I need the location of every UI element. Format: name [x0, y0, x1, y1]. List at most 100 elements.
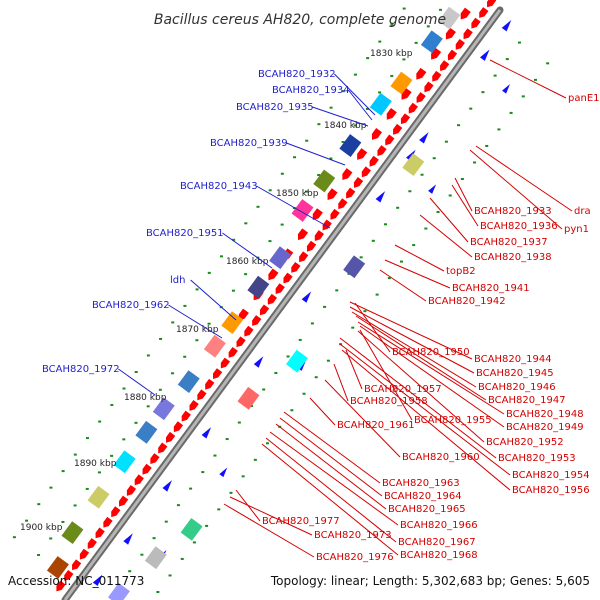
tick-dot — [383, 223, 387, 226]
reverse-gene-arrow — [162, 480, 172, 492]
forward-gene-arrow — [166, 431, 176, 443]
tick-dot — [146, 354, 150, 357]
forward-gene-arrow — [283, 272, 293, 284]
gene-label-right: BCAH820_1965 — [388, 504, 466, 515]
tick-dot — [73, 504, 77, 507]
tick-dot — [378, 91, 382, 94]
forward-gene-arrow — [299, 251, 309, 263]
forward-gene-arrow — [369, 155, 379, 167]
gene-label-right: BCAH820_1973 — [314, 530, 392, 541]
tick-dot — [231, 289, 235, 292]
forward-gene-arrow — [416, 67, 427, 80]
tick-dot — [183, 355, 187, 358]
tick-dot — [323, 305, 327, 308]
forward-gene-arrow — [119, 495, 129, 507]
forward-gene-arrow — [463, 28, 473, 40]
tick-dot — [262, 388, 266, 391]
tick-dot — [298, 338, 302, 341]
tick-dot — [213, 454, 217, 457]
forward-gene-arrow — [306, 240, 317, 252]
forward-gene-arrow — [447, 49, 458, 61]
kbp-scale-labels: 1830 kbp 1840 kbp 1850 kbp 1860 kbp 1870 kbp… — [20, 49, 413, 533]
tick-dot — [351, 326, 355, 329]
reverse-gene-arrow — [253, 356, 264, 368]
tick-dot — [375, 293, 379, 296]
tick-dot — [146, 405, 150, 408]
forward-gene-arrow — [158, 442, 168, 454]
gene-feature-block — [390, 71, 413, 95]
gene-label-right: BCAH820_1966 — [400, 520, 478, 531]
forward-gene-arrow — [377, 145, 387, 156]
gene-label-right: BCAH820_1956 — [512, 485, 590, 496]
gene-feature-block — [247, 275, 270, 299]
tick-dot — [268, 240, 272, 243]
forward-gene-arrow — [386, 107, 397, 120]
reverse-gene-arrow — [92, 574, 103, 587]
gene-feature-block — [402, 153, 425, 177]
tick-dot — [110, 404, 114, 407]
forward-gene-arrow — [103, 516, 113, 528]
tick-dot — [217, 508, 221, 511]
leader-line-left — [118, 368, 156, 396]
gene-label-right: BCAH820_1937 — [470, 237, 548, 248]
gene-label-right: BCAH820_1963 — [382, 478, 460, 489]
tick-dot — [378, 40, 382, 43]
forward-gene-arrow — [220, 357, 231, 369]
tick-dot — [290, 409, 294, 412]
forward-gene-arrow — [346, 187, 356, 199]
gene-label-left: BCAH820_1935 — [236, 102, 314, 113]
leader-line-left — [312, 106, 369, 127]
forward-gene-arrow — [342, 168, 353, 180]
kbp-label: 1860 kbp — [226, 257, 269, 267]
gene-label-right: BCAH820_1960 — [402, 452, 480, 463]
genome-backbone-highlight — [63, 9, 502, 600]
kbp-label: 1900 kbp — [20, 523, 63, 533]
leader-line-right — [489, 59, 567, 99]
tick-dot — [207, 271, 211, 274]
forward-gene-arrow — [134, 474, 144, 486]
forward-gene-arrow — [173, 421, 184, 433]
forward-gene-arrow — [95, 527, 105, 539]
forward-gene-arrow — [236, 336, 246, 348]
leader-line-left — [348, 89, 373, 121]
forward-gene-arrow — [361, 166, 371, 178]
tick-dot — [256, 205, 260, 208]
gene-feature-block — [420, 30, 443, 54]
gene-label-right: BCAH820_1947 — [488, 395, 566, 406]
gene-label-right: BCAH820_1967 — [398, 537, 476, 548]
gene-label-right: BCAH820_1957 — [364, 384, 442, 395]
tick-dot — [37, 553, 41, 556]
tick-dot — [387, 277, 391, 280]
leader-line-right — [359, 329, 413, 421]
forward-gene-arrow — [259, 304, 270, 316]
reverse-gene-arrow — [502, 84, 511, 94]
gene-label-right: dra — [574, 206, 591, 217]
tick-dot — [49, 486, 53, 489]
gene-feature-block — [343, 255, 366, 279]
forward-gene-arrow — [327, 188, 338, 201]
tick-dot — [485, 144, 489, 147]
gene-label-right: BCAH820_1942 — [428, 296, 506, 307]
map-background-layer — [12, 0, 550, 600]
gene-feature-block — [369, 92, 392, 116]
reverse-gene-arrow — [479, 49, 490, 61]
reverse-gene-arrow — [301, 291, 312, 303]
tick-dot — [152, 537, 156, 540]
tick-dot — [159, 337, 163, 340]
tick-dot — [176, 504, 180, 507]
leader-line-right — [355, 315, 487, 401]
tick-dot — [505, 58, 509, 61]
right-gene-labels: panE1 dra BCAH820_1933 pyn1 BCAH820_1936 BCAH… — [223, 59, 600, 563]
tick-dot — [171, 372, 175, 375]
gene-label-left: BCAH820_1962 — [92, 300, 170, 311]
tick-dot — [201, 471, 205, 474]
gene-label-right: BCAH820_1950 — [392, 347, 470, 358]
tick-dot — [533, 78, 537, 81]
forward-gene-arrow — [424, 81, 434, 93]
tick-dot — [497, 128, 501, 131]
forward-gene-arrow — [126, 485, 137, 496]
gene-feature-block — [438, 6, 461, 30]
tick-dot — [253, 458, 257, 461]
leader-line-right — [339, 337, 497, 459]
tick-dot — [365, 107, 369, 110]
